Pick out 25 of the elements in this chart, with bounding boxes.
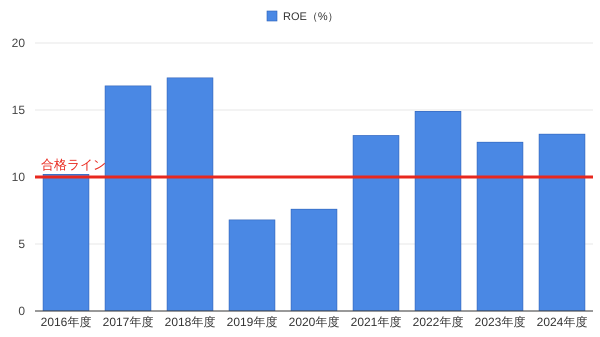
bar — [104, 86, 152, 312]
y-tick-label: 0 — [18, 304, 26, 318]
bar — [228, 220, 276, 312]
y-tick-label: 15 — [12, 103, 26, 117]
bar — [414, 111, 462, 312]
x-tick-label: 2023年度 — [474, 315, 526, 329]
x-tick-label: 2018年度 — [164, 315, 216, 329]
x-tick-label: 2022年度 — [412, 315, 464, 329]
x-tick-label: 2020年度 — [288, 315, 340, 329]
ref-line-label: 合格ライン — [41, 157, 106, 172]
bar — [352, 135, 400, 312]
legend-label: ROE（%） — [283, 11, 339, 23]
bar — [42, 174, 90, 312]
x-tick-label: 2016年度 — [40, 315, 92, 329]
y-tick-label: 10 — [12, 170, 26, 184]
x-tick-label: 2017年度 — [102, 315, 154, 329]
x-tick-label: 2021年度 — [350, 315, 402, 329]
bar — [476, 142, 524, 312]
bar — [538, 134, 586, 312]
y-tick-label: 5 — [18, 237, 26, 251]
y-tick-label: 20 — [12, 36, 26, 50]
bar — [290, 208, 338, 312]
x-tick-label: 2019年度 — [226, 315, 278, 329]
x-tick-label: 2024年度 — [536, 315, 588, 329]
bar — [166, 78, 214, 312]
